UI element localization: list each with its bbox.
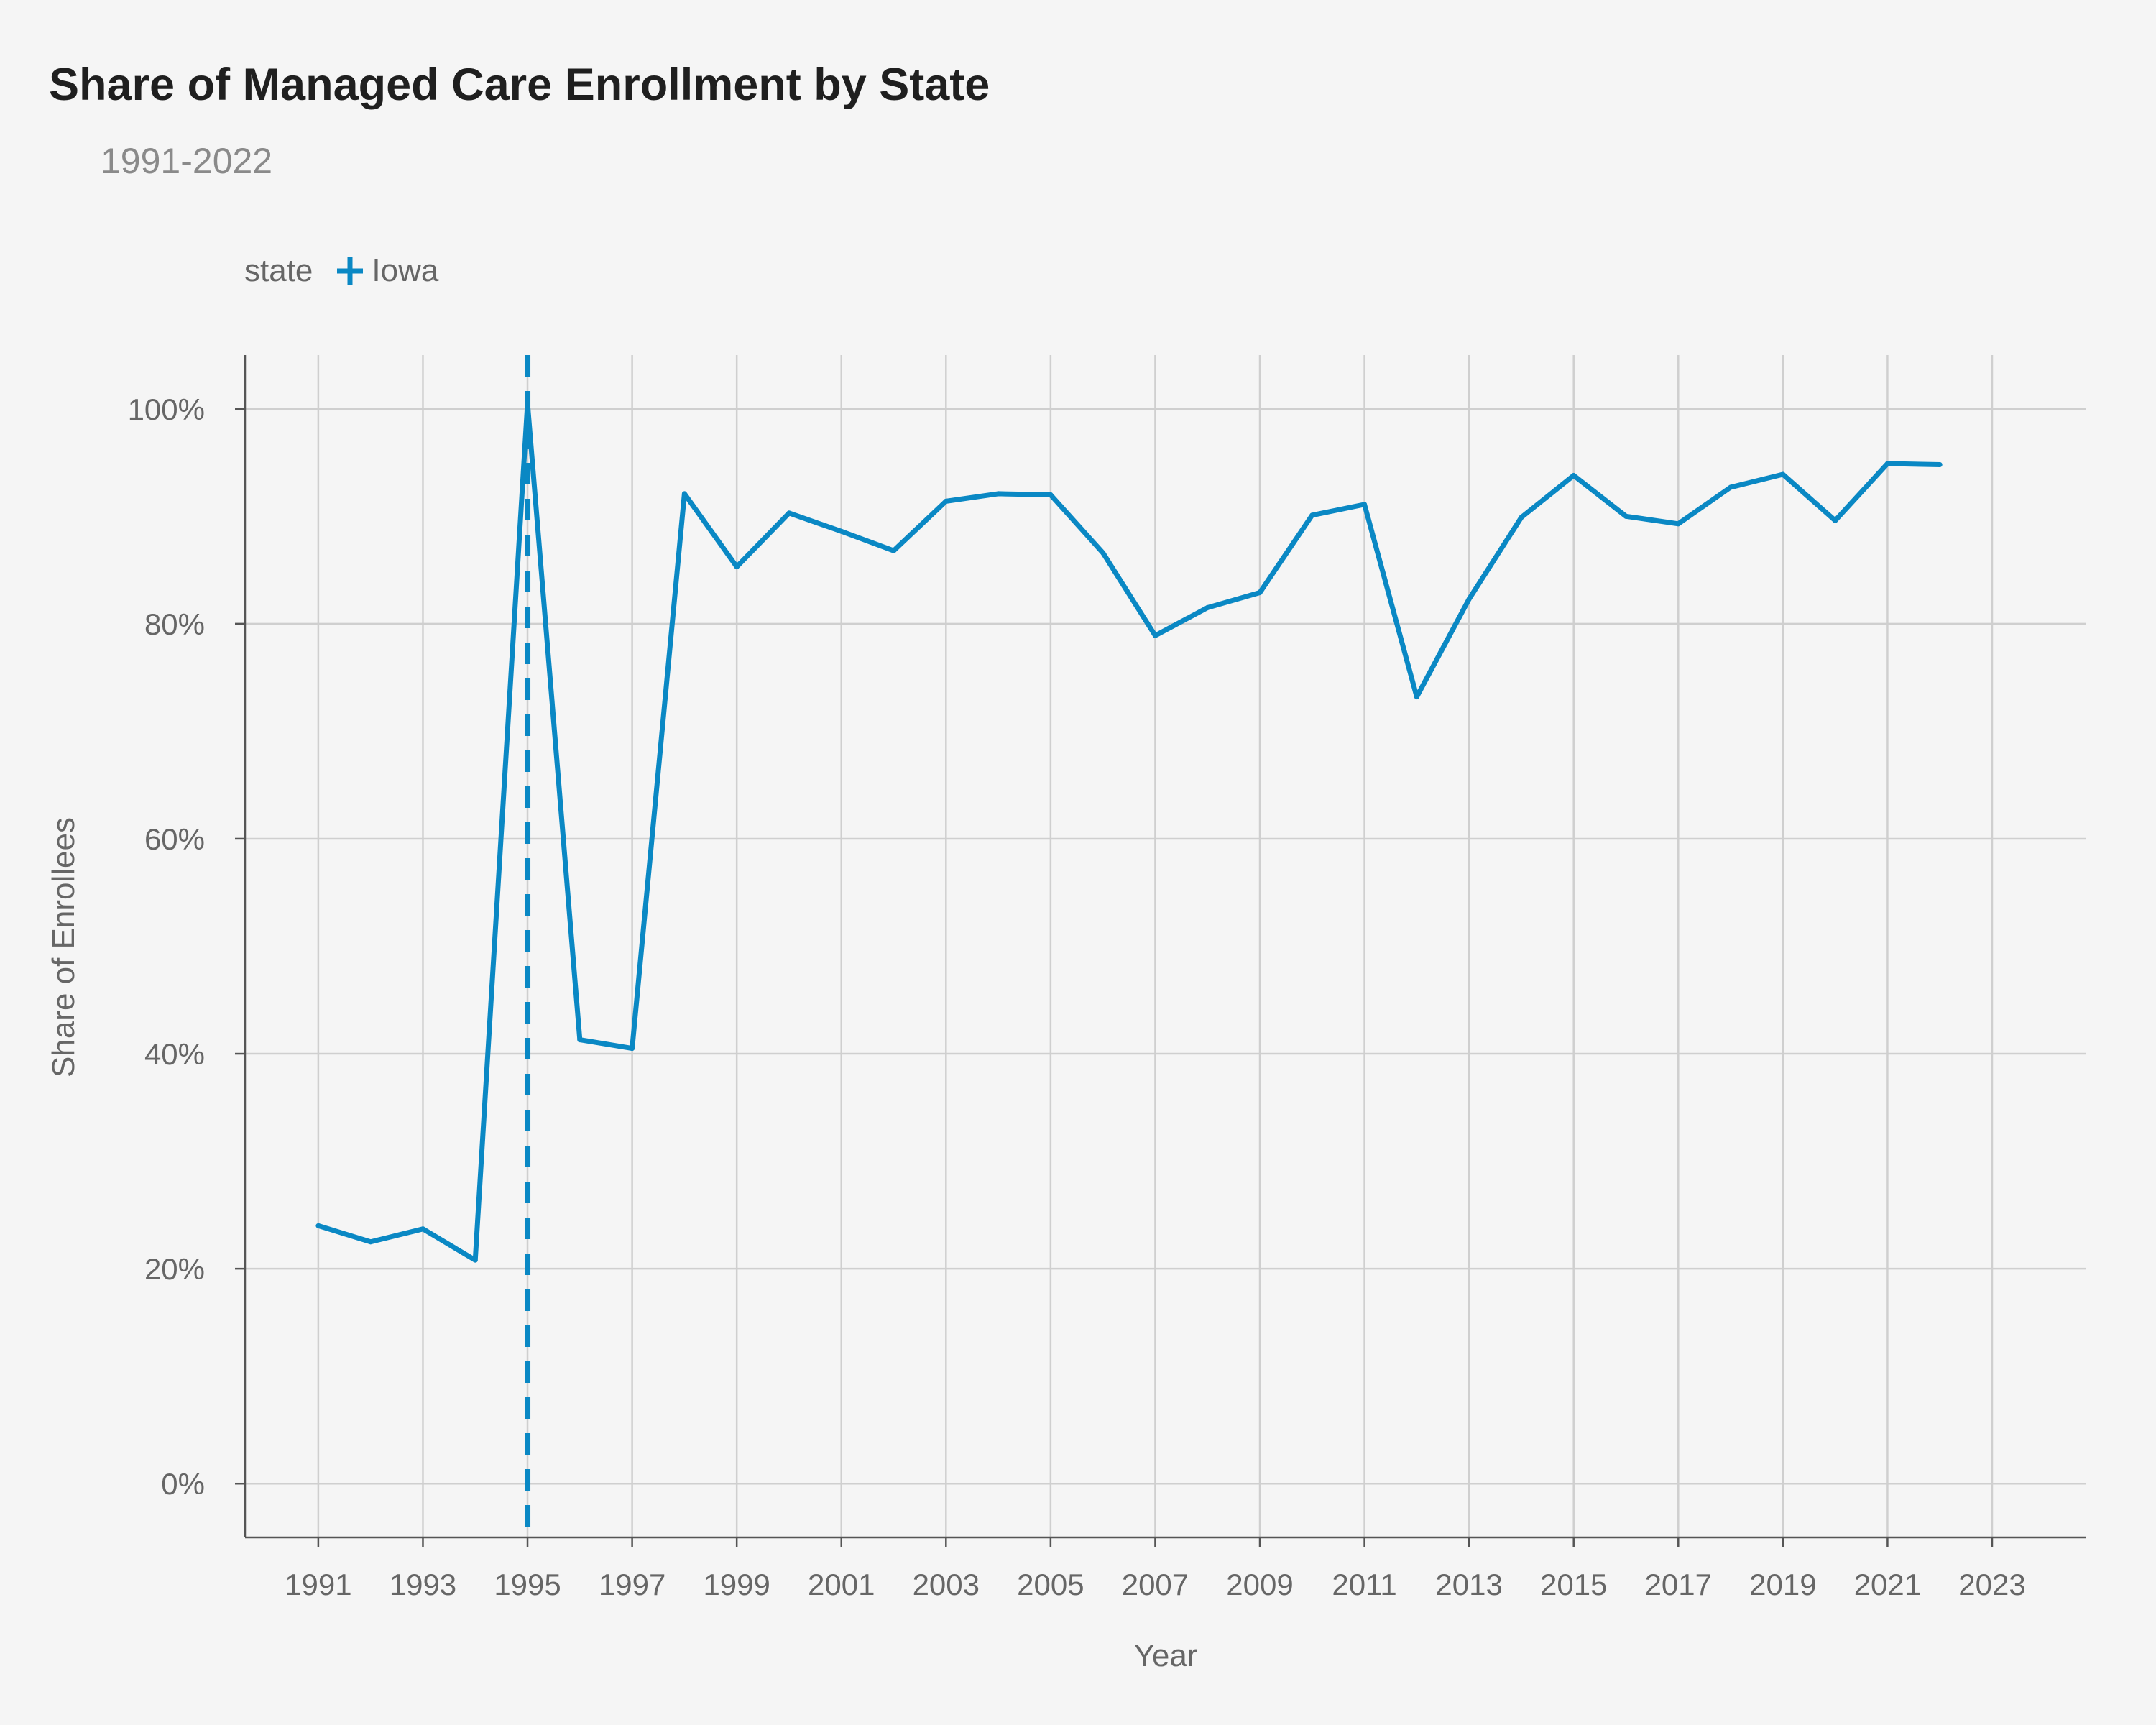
point-iowa-1998 bbox=[681, 491, 687, 497]
point-iowa-1991 bbox=[315, 1223, 321, 1228]
data-points bbox=[315, 400, 1943, 1263]
point-iowa-2018 bbox=[1728, 484, 1733, 490]
x-tick-label-1991: 1991 bbox=[285, 1568, 351, 1601]
x-tick-label-2001: 2001 bbox=[808, 1568, 875, 1601]
point-iowa-2011 bbox=[1362, 502, 1368, 507]
point-iowa-2022 bbox=[1937, 462, 1943, 468]
x-tick-label-2011: 2011 bbox=[1332, 1568, 1396, 1601]
y-tick-label-60: 60% bbox=[144, 822, 205, 856]
point-iowa-2014 bbox=[1519, 515, 1524, 520]
point-iowa-2009 bbox=[1257, 589, 1263, 595]
x-axis-title: Year bbox=[1134, 1638, 1198, 1673]
point-iowa-1996 bbox=[577, 1037, 583, 1043]
point-iowa-2008 bbox=[1204, 604, 1210, 610]
point-iowa-2000 bbox=[786, 510, 792, 516]
point-iowa-2021 bbox=[1884, 461, 1890, 466]
point-iowa-1993 bbox=[420, 1226, 425, 1232]
x-tick-label-2017: 2017 bbox=[1645, 1568, 1712, 1601]
y-tick-label-40: 40% bbox=[144, 1037, 205, 1071]
x-tick-label-2009: 2009 bbox=[1226, 1568, 1293, 1601]
chart-title: Share of Managed Care Enrollment by Stat… bbox=[49, 60, 990, 110]
y-tick-label-20: 20% bbox=[144, 1252, 205, 1286]
x-ticks: 1991 1993 1995 1997 1999 2001 2003 2005 2007 2009… bbox=[285, 1537, 2026, 1601]
x-tick-label-2021: 2021 bbox=[1854, 1568, 1921, 1601]
series-line-iowa bbox=[317, 400, 1940, 1263]
x-tick-label-2005: 2005 bbox=[1017, 1568, 1084, 1601]
legend-title: state bbox=[244, 253, 313, 288]
x-tick-label-2019: 2019 bbox=[1749, 1568, 1816, 1601]
point-iowa-2013 bbox=[1466, 596, 1472, 602]
point-iowa-2012 bbox=[1414, 694, 1419, 700]
point-iowa-2005 bbox=[1048, 492, 1054, 497]
point-iowa-1994 bbox=[472, 1257, 478, 1263]
legend-label-iowa: Iowa bbox=[372, 253, 439, 288]
x-tick-label-2003: 2003 bbox=[913, 1568, 980, 1601]
axes bbox=[244, 355, 2086, 1539]
x-tick-label-1999: 1999 bbox=[703, 1568, 770, 1601]
point-iowa-2017 bbox=[1675, 521, 1681, 527]
point-iowa-2003 bbox=[943, 498, 949, 504]
point-iowa-1997 bbox=[630, 1046, 635, 1052]
point-iowa-2001 bbox=[839, 528, 844, 534]
y-tick-label-80: 80% bbox=[144, 607, 205, 641]
y-axis-title: Share of Enrollees bbox=[46, 817, 81, 1077]
x-tick-label-1995: 1995 bbox=[494, 1568, 561, 1601]
point-iowa-2010 bbox=[1309, 512, 1315, 518]
legend: state Iowa bbox=[244, 253, 438, 289]
point-iowa-1999 bbox=[734, 564, 740, 570]
x-tick-label-2023: 2023 bbox=[1958, 1568, 2025, 1601]
x-tick-label-1997: 1997 bbox=[599, 1568, 665, 1601]
x-tick-label-2015: 2015 bbox=[1540, 1568, 1607, 1601]
point-iowa-2015 bbox=[1571, 472, 1577, 478]
x-tick-label-2013: 2013 bbox=[1435, 1568, 1502, 1601]
y-ticks: 0% 20% 40% 60% 80% 100% bbox=[128, 392, 245, 1501]
point-iowa-2007 bbox=[1152, 632, 1158, 638]
x-tick-label-1993: 1993 bbox=[390, 1568, 456, 1601]
legend-key-iowa bbox=[337, 257, 364, 285]
point-iowa-1992 bbox=[368, 1239, 374, 1245]
point-iowa-2006 bbox=[1100, 550, 1106, 556]
point-iowa-2016 bbox=[1623, 513, 1628, 519]
y-tick-label-0: 0% bbox=[161, 1467, 205, 1501]
x-tick-label-2007: 2007 bbox=[1122, 1568, 1189, 1601]
point-iowa-2002 bbox=[891, 548, 897, 553]
point-iowa-2019 bbox=[1780, 472, 1786, 477]
point-iowa-1995 bbox=[525, 400, 530, 406]
point-iowa-2004 bbox=[995, 491, 1001, 497]
point-iowa-2020 bbox=[1833, 518, 1838, 523]
y-tick-label-100: 100% bbox=[128, 392, 205, 426]
chart-subtitle: 1991-2022 bbox=[101, 141, 273, 181]
